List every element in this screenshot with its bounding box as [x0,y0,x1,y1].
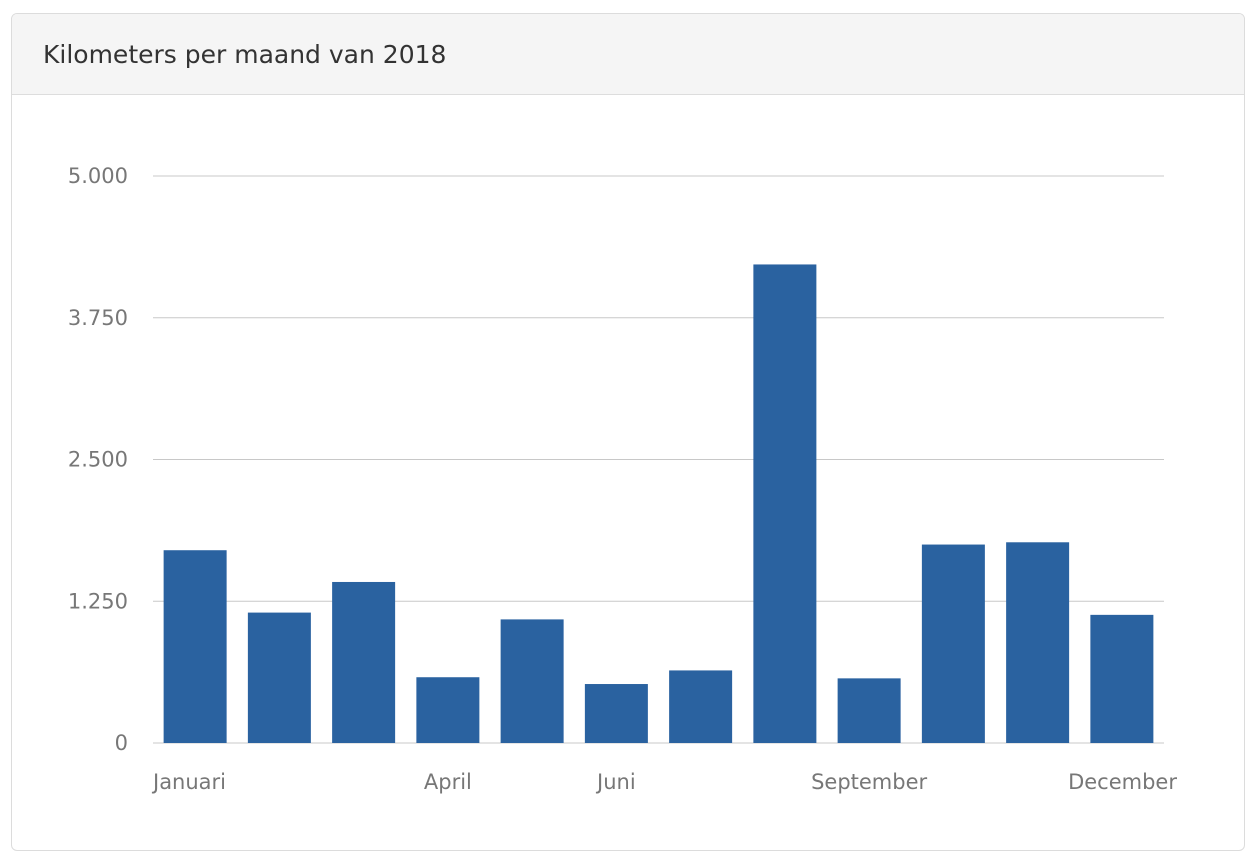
y-tick-label: 5.000 [68,164,128,188]
bar-maart[interactable] [332,581,396,743]
bar-augustus[interactable] [753,264,817,743]
bar-juli[interactable] [669,670,733,743]
y-tick-label: 3.750 [68,306,128,330]
bar-april[interactable] [416,677,480,743]
bar-november[interactable] [1006,542,1070,743]
x-tick-label: September [811,770,927,794]
bar-mei[interactable] [500,619,564,743]
y-tick-label: 2.500 [68,448,128,472]
x-tick-label: April [424,770,472,794]
panel-title: Kilometers per maand van 2018 [43,39,447,69]
bar-september[interactable] [837,678,901,743]
x-tick-label: December [1068,770,1177,794]
x-tick-label: Juni [595,770,636,794]
panel-header: Kilometers per maand van 2018 [12,14,1244,95]
bar-december[interactable] [1090,614,1154,743]
y-tick-label: 1.250 [68,589,128,613]
bar-januari[interactable] [163,550,227,743]
bar-februari[interactable] [247,612,311,743]
bar-juni[interactable] [584,684,648,743]
bar-oktober[interactable] [921,544,985,743]
x-tick-label: Januari [151,770,226,794]
y-tick-label: 0 [115,731,128,755]
